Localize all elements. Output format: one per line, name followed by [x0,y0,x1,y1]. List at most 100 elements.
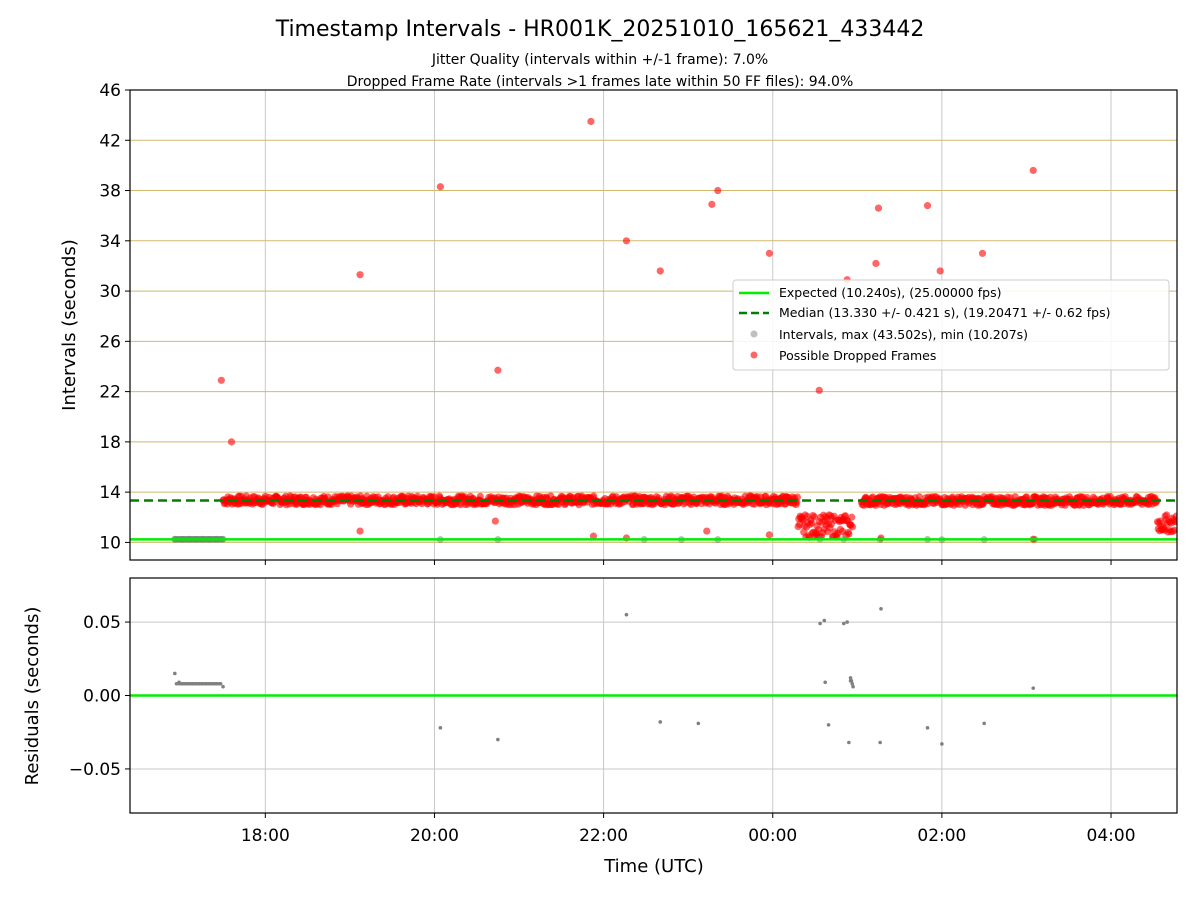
dropped-frame-point [494,366,502,374]
dropped-frame-point [227,438,236,446]
y-tick-label-9: 46 [99,81,121,101]
legend-dropped-label: Possible Dropped Frames [779,348,936,363]
dropped-frame-point [622,237,631,245]
residual-point [197,681,202,686]
residual-point [845,620,849,624]
dropped-band-point [1156,517,1164,525]
residual-point [848,679,853,683]
residual-point [184,681,188,686]
dropped-band-point [1172,518,1177,526]
dropped-frame-point [589,532,598,540]
residual-point [180,681,185,686]
residual-point [173,671,177,676]
dropped-frame-point [436,183,444,191]
y-tick-label-1: 14 [99,483,121,503]
residuals-panel-frame [129,577,1178,814]
dropped-frame-point [217,376,225,384]
dropped-frame-point [872,259,880,268]
dropped-frame-point [587,117,595,126]
plot-area [130,117,1177,544]
dropped-frame-point [936,267,944,275]
bottom-y-axis-label: Residuals (seconds) [22,607,43,786]
x-tick-label-5: 04:00 [1087,826,1136,846]
top-y-axis-label: Intervals (seconds) [59,239,80,411]
residual-point [841,621,846,626]
legend-box [732,279,1170,371]
residual-point [925,726,930,730]
residual-point [204,681,208,686]
residual-point [822,618,827,623]
dropped-frame-point [708,200,716,208]
residual-point [851,684,855,689]
residual-point [1031,686,1036,690]
residual-point [177,680,181,685]
dropped-frame-point [765,249,773,257]
residual-point [207,681,212,686]
dropped-band-point [845,530,853,538]
y-tick-label-2: −0.05 [69,760,121,780]
residual-point [624,612,629,617]
residual-point [879,607,883,611]
legend-expected-label: Expected (10.240s), (25.00000 fps) [779,285,1001,300]
legend-median-label: Median (13.330 +/- 0.421 s), (19.20471 +… [779,305,1110,320]
x-tick-label-1: 20:00 [410,826,459,846]
residual-point [826,723,831,727]
residual-point [214,681,219,686]
y-tick-label-2: 18 [99,433,121,453]
intervals-panel-frame [129,89,1178,561]
residual-point [221,684,225,689]
residual-point [940,742,944,746]
residuals-panel: 0.05 0.00 −0.05 18:00 20:00 22:00 00:00 02:00 04… [69,577,1178,846]
y-tick-label-7: 38 [99,182,121,202]
dropped-band-point [793,493,802,501]
dropped-frame-point [656,267,664,275]
chart-subtitle-jitter: Jitter Quality (intervals within +/-1 fr… [431,52,768,68]
dropped-frame-point [491,517,499,525]
residual-point [848,676,853,680]
dropped-frame-point [703,527,711,535]
y-tick-label-3: 22 [99,383,121,403]
dropped-band-point [1172,512,1177,520]
dropped-band-point [915,493,923,501]
dropped-frame-point [356,271,364,279]
legend-intervals-label: Intervals, max (43.502s), min (10.207s) [779,327,1028,342]
residual-point [818,621,822,626]
dropped-band-point [810,513,818,521]
dropped-frame-point [714,186,722,195]
residual-point [190,681,195,686]
residual-point [658,720,663,724]
dropped-frame-point [765,531,773,539]
chart-title: Timestamp Intervals - HR001K_20251010_16… [275,17,925,42]
y-tick-label-0: 0.05 [83,613,121,633]
dropped-band-point [848,513,856,521]
legend-intervals-swatch [750,330,758,338]
chart-subtitle-dropped: Dropped Frame Rate (intervals >1 frames … [347,74,854,90]
residual-point [194,681,198,686]
dropped-frame-point [356,527,364,535]
residual-point [200,681,205,686]
y-tick-label-5: 30 [99,282,121,302]
dropped-frame-point [815,386,823,394]
dropped-band-point [848,523,856,531]
dropped-frame-point [923,202,932,210]
residual-point [982,721,986,726]
x-tick-label-3: 00:00 [748,826,797,846]
residual-point [878,740,882,745]
residual-point [217,681,222,686]
legend: Expected (10.240s), (25.00000 fps) Media… [732,279,1170,371]
residual-point [696,721,701,726]
plot-area [130,607,1177,746]
residual-point [438,726,443,730]
dropped-band-point [807,519,816,527]
y-tick-label-4: 26 [99,332,121,352]
y-tick-label-8: 42 [99,131,121,151]
residual-point [187,681,192,686]
residual-point [823,680,827,685]
residual-point [211,681,215,686]
residual-point [847,740,851,745]
x-axis-label: Time (UTC) [603,856,704,877]
dropped-band-point [1162,511,1171,519]
y-tick-label-1: 0.00 [83,687,121,707]
residual-point [850,681,855,686]
